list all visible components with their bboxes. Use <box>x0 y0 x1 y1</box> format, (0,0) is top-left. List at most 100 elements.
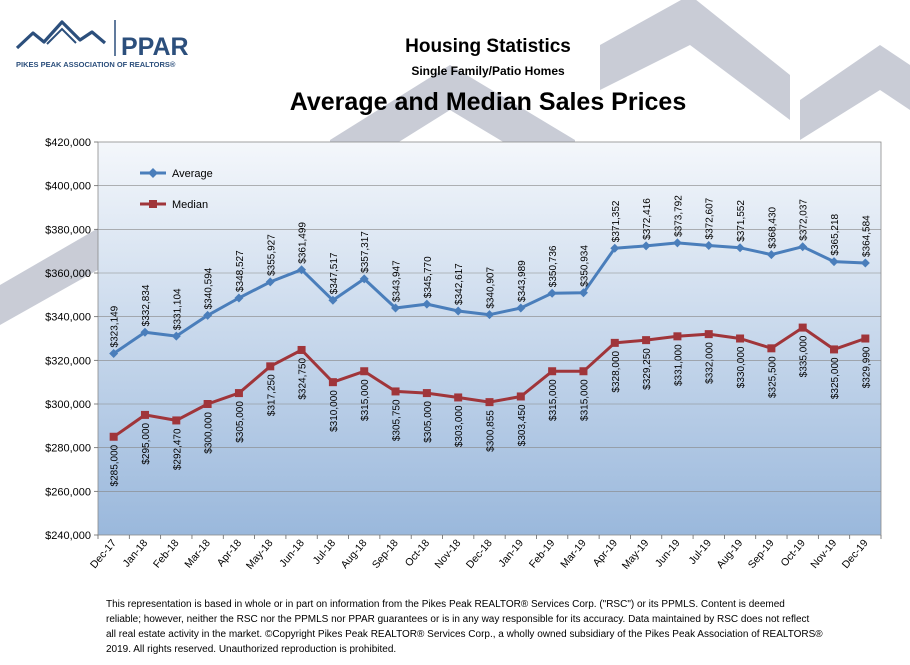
page-title: Housing Statistics <box>405 36 571 57</box>
x-tick-label: Oct-19 <box>779 537 809 569</box>
page-subtitle: Single Family/Patio Homes <box>411 64 565 78</box>
median-point <box>234 389 243 398</box>
median-point <box>109 432 118 441</box>
average-point <box>453 306 463 316</box>
ppar-logo: PPAR PIKES PEAK ASSOCIATION OF REALTORS® <box>15 20 189 69</box>
median-point <box>297 345 306 354</box>
average-data-label: $372,037 <box>799 199 810 241</box>
average-point <box>234 293 244 303</box>
x-tick-label: Jul-19 <box>686 537 714 567</box>
median-point <box>861 334 870 343</box>
x-tick-label: Apr-18 <box>215 537 245 569</box>
y-axis: $240,000 $260,000 $280,000 $300,000 $320,000… <box>45 137 98 542</box>
y-tick-label: $400,000 <box>45 181 91 193</box>
x-tick-label: Sep-18 <box>370 537 401 571</box>
median-data-label: $335,000 <box>799 335 810 377</box>
median-point <box>579 367 588 376</box>
average-point <box>422 299 432 309</box>
y-tick-label: $240,000 <box>45 530 91 542</box>
median-point <box>798 323 807 332</box>
median-point <box>360 367 369 376</box>
x-tick-label: Aug-18 <box>339 537 370 571</box>
average-data-label: $361,499 <box>298 222 309 264</box>
average-point <box>735 243 745 253</box>
median-point <box>673 332 682 341</box>
average-point <box>359 274 369 284</box>
median-point <box>140 410 149 419</box>
average-data-label: $340,594 <box>204 267 215 309</box>
average-data-label: $372,416 <box>642 198 653 240</box>
average-data-label: $343,989 <box>517 260 528 302</box>
median-data-label: $331,000 <box>673 344 684 386</box>
average-data-label: $350,736 <box>548 245 559 287</box>
average-data-label: $371,352 <box>611 200 622 242</box>
average-point <box>203 310 213 320</box>
plot-area <box>97 141 882 536</box>
average-data-label: $332,834 <box>141 284 152 326</box>
x-tick-label: Dec-17 <box>88 537 119 571</box>
median-point <box>328 378 337 387</box>
disclaimer: This representation is based in whole or… <box>106 599 823 655</box>
logo-wordmark: PPAR <box>121 33 189 61</box>
disclaimer-line: all real estate activity in the market. … <box>106 629 823 640</box>
median-data-label: $315,000 <box>548 379 559 421</box>
median-data-label: $292,470 <box>172 428 183 470</box>
median-data-label: $303,000 <box>454 405 465 447</box>
average-point <box>829 257 839 267</box>
y-tick-label: $420,000 <box>45 137 91 149</box>
data-labels: $323,149 $332,834 $331,104 $340,594 $348,527… <box>110 195 873 487</box>
median-point <box>610 338 619 347</box>
median-point <box>391 387 400 396</box>
x-tick-label: Dec-19 <box>840 537 871 571</box>
median-data-label: $329,990 <box>861 346 872 388</box>
median-data-label: $305,000 <box>423 401 434 443</box>
average-point <box>641 241 651 251</box>
x-tick-label: Jun-18 <box>277 537 307 569</box>
average-point <box>328 295 338 305</box>
average-data-label: $350,934 <box>579 245 590 287</box>
disclaimer-line: 2019. All rights reserved. Unauthorized … <box>106 644 396 655</box>
x-tick-label: Mar-19 <box>558 537 589 570</box>
average-point <box>485 310 494 320</box>
median-data-label: $325,000 <box>830 357 841 399</box>
average-point <box>516 303 526 313</box>
disclaimer-line: This representation is based in whole or… <box>106 599 785 610</box>
average-point <box>140 327 150 337</box>
median-point <box>485 398 494 407</box>
y-tick-label: $280,000 <box>45 443 91 455</box>
x-tick-label: Nov-19 <box>808 537 839 571</box>
average-point <box>547 288 557 298</box>
average-data-label: $345,770 <box>423 256 434 298</box>
average-data-label: $357,317 <box>360 231 371 273</box>
median-data-label: $317,250 <box>266 374 277 416</box>
x-tick-label: Nov-18 <box>433 537 464 571</box>
x-tick-label: Dec-18 <box>464 537 495 571</box>
average-point <box>704 240 714 250</box>
average-data-label: $323,149 <box>110 305 121 347</box>
median-data-label: $329,250 <box>642 348 653 390</box>
x-tick-label: Feb-18 <box>151 537 182 570</box>
y-tick-label: $340,000 <box>45 312 91 324</box>
average-point <box>109 348 119 358</box>
median-data-label: $315,000 <box>579 379 590 421</box>
median-point <box>516 392 525 401</box>
x-tick-label: Jul-18 <box>311 537 339 567</box>
x-tick-label: May-18 <box>244 537 276 572</box>
legend-median-marker <box>149 200 157 208</box>
disclaimer-line: reliable; however, neither the RSC nor t… <box>106 614 810 625</box>
median-data-label: $324,750 <box>298 358 309 400</box>
median-data-label: $315,000 <box>360 379 371 421</box>
median-point <box>203 400 212 408</box>
median-data-label: $303,450 <box>517 404 528 446</box>
average-data-label: $340,907 <box>486 267 497 309</box>
average-data-label: $368,430 <box>767 206 778 248</box>
y-tick-label: $260,000 <box>45 486 91 498</box>
average-data-label: $371,552 <box>736 200 747 242</box>
logo-tagline: PIKES PEAK ASSOCIATION OF REALTORS® <box>16 60 176 69</box>
median-point <box>767 344 776 353</box>
median-point <box>704 330 713 339</box>
x-tick-label: May-19 <box>620 537 652 572</box>
average-data-label: $373,792 <box>673 195 684 237</box>
median-data-label: $310,000 <box>329 390 340 432</box>
